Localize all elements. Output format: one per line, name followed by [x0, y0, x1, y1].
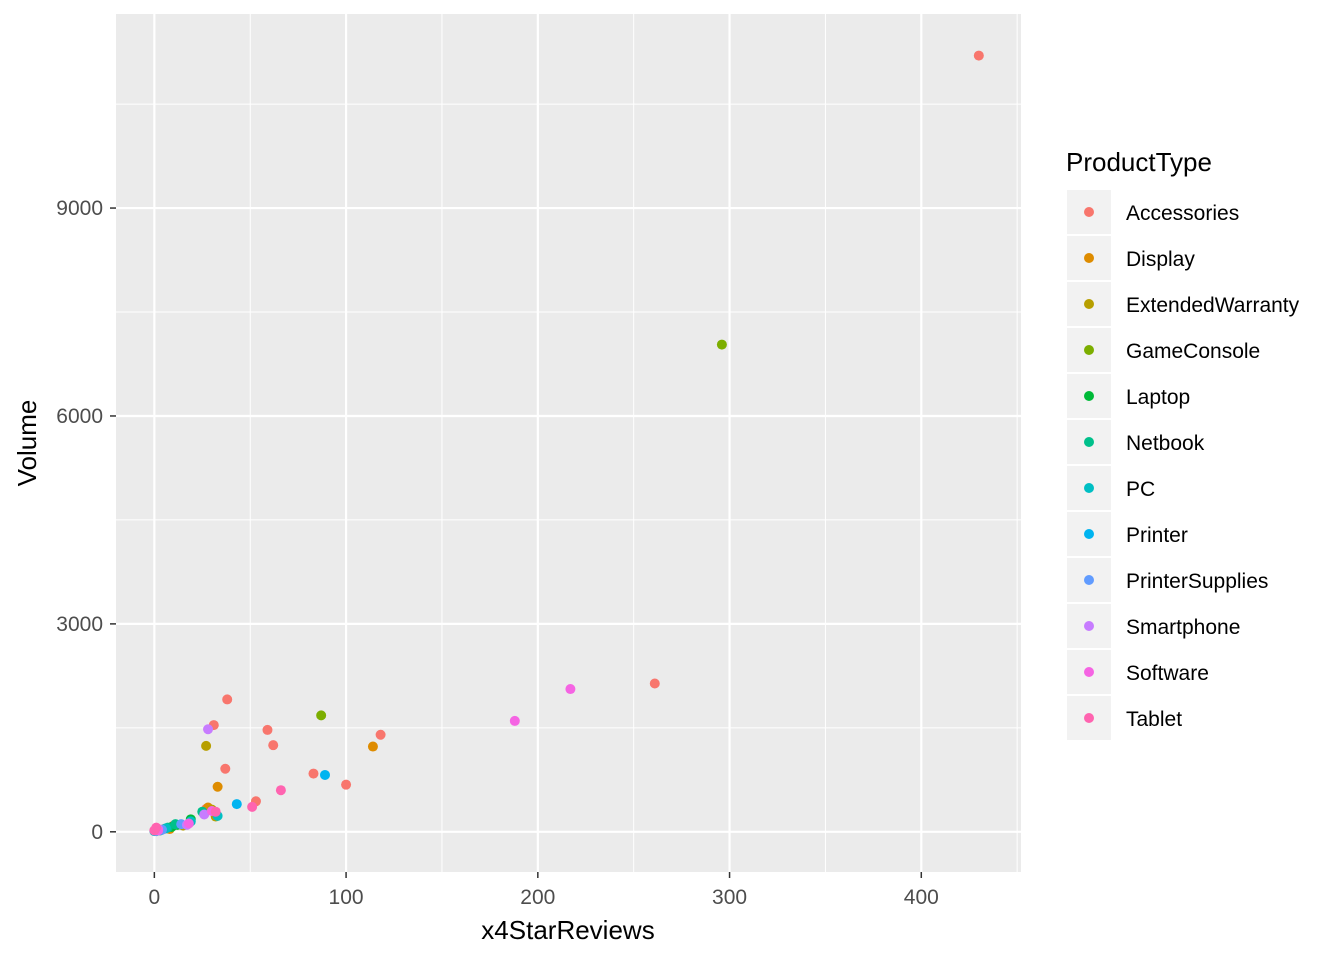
legend-marker — [1084, 529, 1094, 539]
legend-marker — [1084, 253, 1094, 263]
legend-label: Smartphone — [1126, 616, 1240, 639]
y-tick-label: 6000 — [56, 405, 103, 428]
legend-label: GameConsole — [1126, 340, 1260, 363]
data-point — [212, 781, 223, 792]
data-point — [973, 50, 984, 61]
data-point — [222, 694, 233, 705]
legend-marker — [1084, 483, 1094, 493]
plot-panel — [116, 14, 1021, 872]
data-point — [316, 710, 327, 721]
data-point — [319, 769, 330, 780]
legend: ProductType Accessories Display ExtendedWa… — [1066, 147, 1300, 740]
data-point — [199, 809, 210, 820]
y-tick-label: 0 — [91, 821, 103, 844]
data-point — [149, 825, 160, 836]
data-point — [183, 818, 194, 829]
data-point — [203, 724, 214, 735]
legend-label: Laptop — [1126, 386, 1190, 409]
legend-label: Tablet — [1126, 708, 1182, 731]
legend-marker — [1084, 299, 1094, 309]
legend-marker — [1084, 207, 1094, 217]
data-point — [275, 785, 286, 796]
y-tick-label: 3000 — [56, 613, 103, 636]
data-point — [308, 768, 319, 779]
legend-label: Printer — [1126, 524, 1188, 547]
grid-major — [116, 14, 1021, 872]
legend-title: ProductType — [1066, 147, 1212, 177]
x-axis: 0 100 200 300 400 — [149, 872, 939, 909]
legend-marker — [1084, 621, 1094, 631]
data-point — [231, 799, 242, 810]
data-point — [649, 678, 660, 689]
legend-marker — [1084, 345, 1094, 355]
legend-label: Accessories — [1126, 202, 1239, 225]
legend-label: PC — [1126, 478, 1155, 501]
data-point — [262, 724, 273, 735]
data-point — [565, 684, 576, 695]
legend-marker — [1084, 713, 1094, 723]
data-points — [149, 50, 984, 837]
legend-label: PrinterSupplies — [1126, 570, 1268, 593]
legend-marker — [1084, 575, 1094, 585]
data-point — [341, 779, 352, 790]
data-point — [367, 741, 378, 752]
data-point — [509, 715, 520, 726]
x-tick-label: 400 — [904, 886, 939, 909]
legend-label: Display — [1126, 248, 1195, 271]
data-point — [201, 740, 212, 751]
x-tick-label: 200 — [520, 886, 555, 909]
x-tick-label: 100 — [329, 886, 364, 909]
legend-marker — [1084, 391, 1094, 401]
data-point — [268, 740, 279, 751]
x-tick-label: 300 — [712, 886, 747, 909]
data-point — [247, 801, 258, 812]
data-point — [220, 763, 231, 774]
legend-label: ExtendedWarranty — [1126, 294, 1300, 317]
x-tick-label: 0 — [149, 886, 161, 909]
legend-marker — [1084, 667, 1094, 677]
y-axis-title: Volume — [12, 400, 42, 487]
data-point — [716, 339, 727, 350]
legend-label: Netbook — [1126, 432, 1205, 455]
data-point — [210, 806, 221, 817]
data-point — [375, 729, 386, 740]
legend-marker — [1084, 437, 1094, 447]
y-tick-label: 9000 — [56, 197, 103, 220]
legend-label: Software — [1126, 662, 1209, 685]
x-axis-title: x4StarReviews — [481, 915, 654, 945]
y-axis: 0 3000 6000 9000 — [56, 197, 116, 844]
